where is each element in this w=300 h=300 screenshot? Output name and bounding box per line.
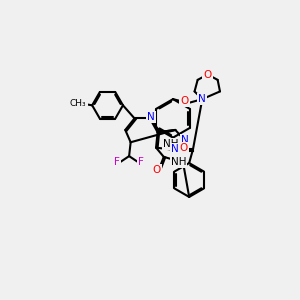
Text: F: F [139, 157, 144, 167]
Text: O: O [203, 70, 212, 80]
Text: N: N [182, 135, 189, 145]
Text: NH: NH [171, 157, 186, 167]
Text: O: O [180, 143, 188, 153]
Text: N: N [147, 112, 154, 122]
Text: O: O [153, 165, 161, 175]
Text: CH₃: CH₃ [70, 99, 87, 108]
Text: N: N [171, 144, 179, 154]
Text: N: N [198, 94, 206, 104]
Text: O: O [180, 96, 189, 106]
Text: NH: NH [163, 139, 178, 149]
Text: F: F [114, 157, 120, 167]
